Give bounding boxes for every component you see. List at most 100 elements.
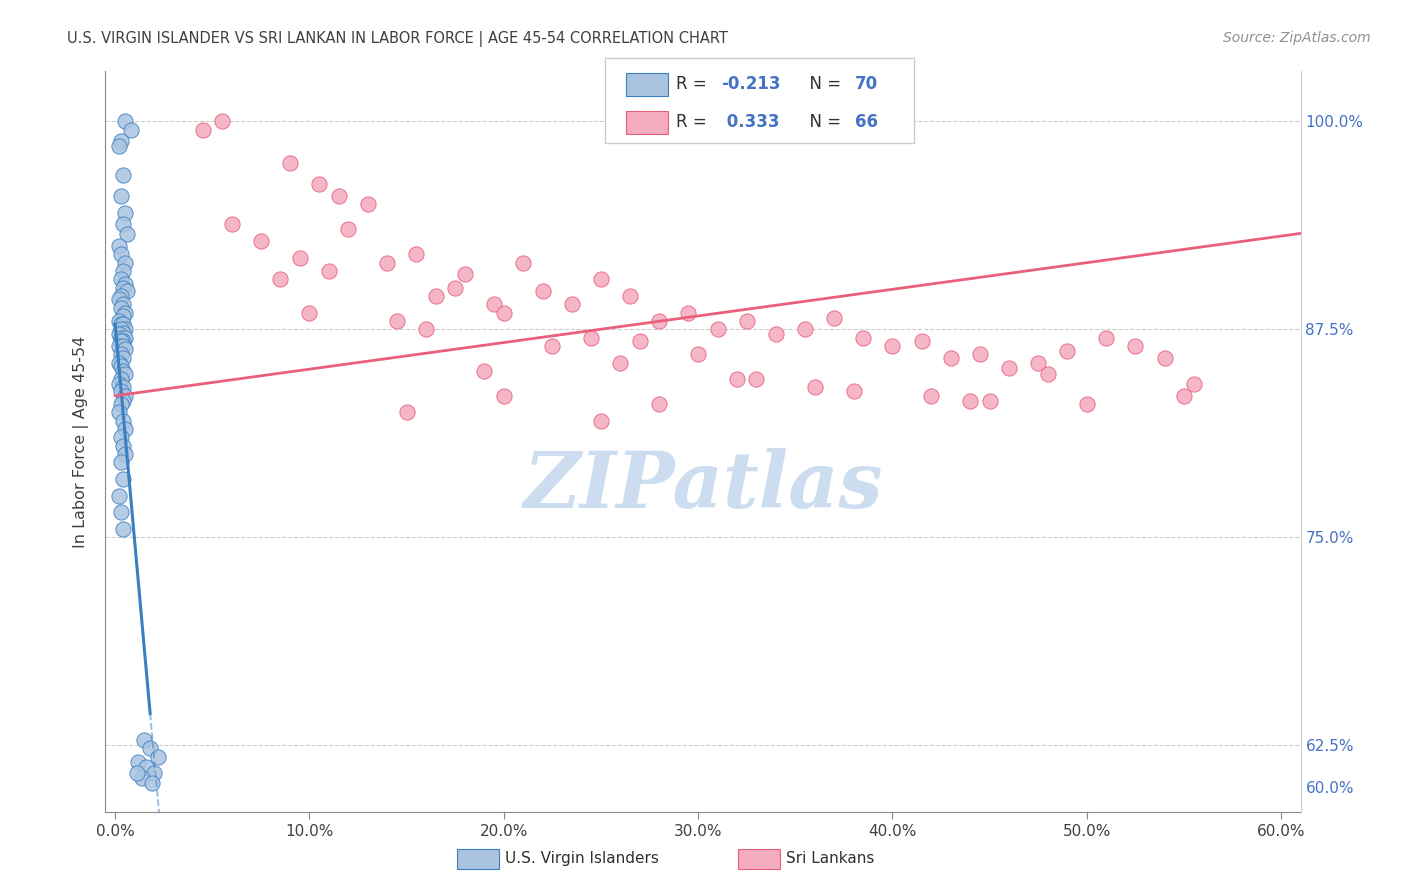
Point: [110, 372, 132, 386]
Point: [111, 472, 134, 486]
Point: [531, 284, 554, 298]
Point: [318, 264, 340, 278]
Point: [114, 330, 136, 344]
Point: [111, 414, 134, 428]
Point: [111, 318, 134, 332]
Point: [108, 489, 131, 503]
Point: [135, 760, 157, 774]
Point: [115, 227, 138, 242]
Point: [110, 430, 132, 444]
Point: [110, 505, 132, 519]
Point: [998, 360, 1021, 375]
Point: [474, 364, 496, 378]
Point: [114, 367, 136, 381]
Point: [385, 314, 408, 328]
Point: [803, 380, 825, 394]
Point: [541, 339, 564, 353]
Point: [108, 327, 131, 342]
Point: [920, 389, 942, 403]
Text: 0.333: 0.333: [721, 112, 780, 130]
Point: [139, 741, 162, 756]
Point: [375, 255, 398, 269]
Point: [110, 397, 132, 411]
Point: [444, 280, 467, 294]
Point: [111, 364, 134, 378]
Point: [111, 393, 134, 408]
Point: [115, 284, 138, 298]
Point: [609, 355, 631, 369]
Point: [110, 189, 132, 203]
Point: [111, 334, 134, 348]
Point: [108, 314, 131, 328]
Point: [561, 297, 583, 311]
Point: [492, 305, 515, 319]
Point: [589, 272, 612, 286]
Point: [110, 330, 132, 344]
Point: [512, 255, 534, 269]
Point: [114, 114, 136, 128]
Point: [125, 766, 148, 780]
Point: [482, 297, 505, 311]
Point: [1026, 355, 1049, 369]
Point: [111, 351, 134, 365]
Point: [110, 347, 132, 361]
Point: [678, 305, 700, 319]
Point: [108, 239, 131, 253]
Point: [959, 393, 981, 408]
Point: [395, 405, 418, 419]
Text: 66: 66: [855, 112, 877, 130]
Point: [111, 297, 134, 311]
Point: [211, 114, 233, 128]
Point: [492, 389, 515, 403]
Point: [725, 372, 748, 386]
Point: [110, 289, 132, 303]
Point: [108, 377, 131, 392]
Point: [1036, 367, 1059, 381]
Point: [1182, 377, 1205, 392]
Text: Source: ZipAtlas.com: Source: ZipAtlas.com: [1223, 31, 1371, 45]
Point: [415, 322, 437, 336]
Y-axis label: In Labor Force | Age 45-54: In Labor Force | Age 45-54: [73, 335, 90, 548]
Text: ZIPatlas: ZIPatlas: [523, 448, 883, 524]
Point: [108, 355, 131, 369]
Point: [250, 234, 273, 248]
Point: [111, 380, 134, 394]
Point: [308, 178, 330, 192]
Point: [108, 293, 131, 307]
Point: [111, 264, 134, 278]
Point: [910, 334, 932, 348]
Point: [110, 334, 132, 348]
Point: [114, 422, 136, 436]
Point: [221, 218, 243, 232]
Text: U.S. Virgin Islanders: U.S. Virgin Islanders: [505, 852, 658, 866]
Point: [1153, 351, 1175, 365]
Point: [134, 733, 156, 747]
Point: [114, 277, 136, 292]
Point: [288, 251, 311, 265]
Point: [111, 439, 134, 453]
Point: [1125, 339, 1147, 353]
Point: [127, 755, 149, 769]
Point: [108, 339, 131, 353]
Point: [111, 168, 134, 182]
Text: U.S. VIRGIN ISLANDER VS SRI LANKAN IN LABOR FORCE | AGE 45-54 CORRELATION CHART: U.S. VIRGIN ISLANDER VS SRI LANKAN IN LA…: [67, 31, 728, 47]
Point: [131, 772, 153, 786]
Point: [114, 342, 136, 356]
Point: [794, 322, 817, 336]
Point: [1173, 389, 1195, 403]
Point: [114, 255, 136, 269]
Text: R =: R =: [676, 75, 713, 93]
Point: [114, 389, 136, 403]
Point: [706, 322, 728, 336]
Point: [110, 359, 132, 373]
Point: [111, 218, 134, 232]
Point: [269, 272, 291, 286]
Point: [143, 766, 166, 780]
Point: [120, 122, 142, 136]
Point: [111, 280, 134, 294]
Point: [110, 318, 132, 332]
Point: [765, 327, 787, 342]
Point: [110, 134, 132, 148]
Point: [1076, 397, 1098, 411]
Text: Sri Lankans: Sri Lankans: [786, 852, 875, 866]
